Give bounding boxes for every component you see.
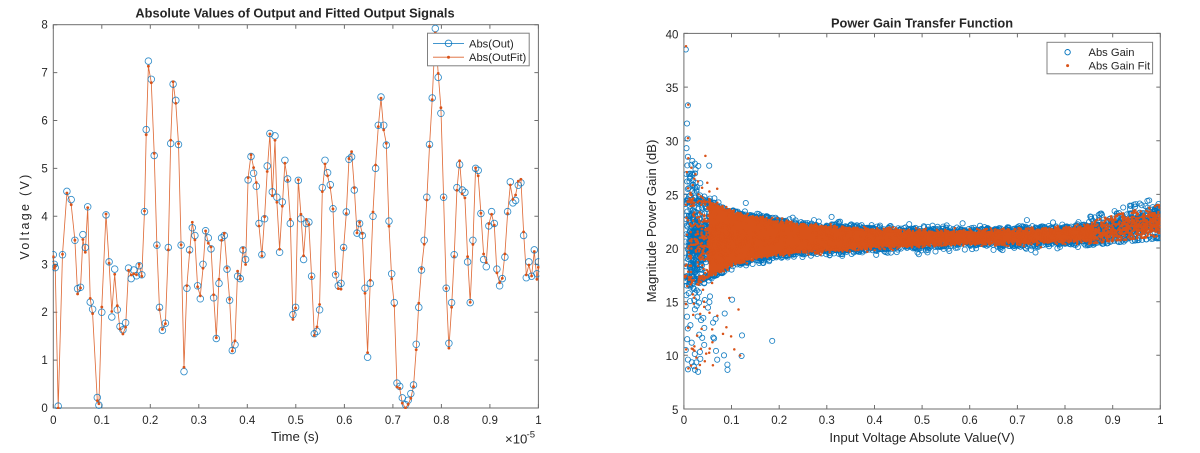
svg-text:25: 25 — [666, 190, 679, 202]
svg-text:0.1: 0.1 — [724, 415, 740, 427]
svg-text:0.4: 0.4 — [867, 415, 884, 427]
svg-text:5: 5 — [672, 405, 678, 417]
svg-text:0.3: 0.3 — [819, 415, 835, 427]
svg-text:1: 1 — [1157, 415, 1163, 427]
svg-text:0.6: 0.6 — [962, 415, 978, 427]
svg-text:0: 0 — [681, 415, 687, 427]
svg-text:Abs(OutFit): Abs(OutFit) — [469, 52, 526, 64]
svg-text:1: 1 — [535, 415, 541, 427]
svg-text:0.8: 0.8 — [433, 415, 449, 427]
svg-text:5: 5 — [41, 163, 47, 175]
svg-text:Abs(Out): Abs(Out) — [469, 38, 514, 50]
svg-text:3: 3 — [41, 259, 47, 271]
svg-text:6: 6 — [41, 116, 47, 128]
svg-text:2: 2 — [41, 307, 47, 319]
svg-text:-5: -5 — [527, 430, 536, 441]
svg-text:8: 8 — [41, 20, 47, 32]
svg-text:0.1: 0.1 — [94, 415, 110, 427]
svg-text:0.9: 0.9 — [482, 415, 498, 427]
svg-text:Power Gain Transfer Function: Power Gain Transfer Function — [831, 16, 1013, 31]
svg-text:0.7: 0.7 — [1009, 415, 1025, 427]
svg-text:Magnitude Power Gain (dB): Magnitude Power Gain (dB) — [644, 140, 659, 303]
svg-text:10: 10 — [666, 351, 679, 363]
svg-text:15: 15 — [666, 298, 679, 310]
svg-text:35: 35 — [666, 83, 679, 95]
svg-text:Input Voltage Absolute Value(V: Input Voltage Absolute Value(V) — [829, 430, 1014, 445]
svg-text:1: 1 — [41, 355, 47, 367]
svg-text:0.5: 0.5 — [288, 415, 304, 427]
svg-text:Time (s): Time (s) — [271, 429, 319, 444]
svg-text:7: 7 — [41, 68, 47, 80]
svg-text:0.2: 0.2 — [142, 415, 158, 427]
svg-text:0.5: 0.5 — [914, 415, 930, 427]
svg-text:0.8: 0.8 — [1057, 415, 1073, 427]
svg-text:0.9: 0.9 — [1105, 415, 1121, 427]
svg-text:Voltage (V): Voltage (V) — [18, 172, 32, 259]
svg-text:30: 30 — [666, 137, 679, 149]
svg-text:40: 40 — [666, 29, 679, 41]
svg-text:0.4: 0.4 — [239, 415, 256, 427]
svg-text:4: 4 — [41, 211, 48, 223]
svg-text:Absolute Values of Output and: Absolute Values of Output and Fitted Out… — [135, 6, 454, 21]
svg-text:×10: ×10 — [505, 432, 527, 447]
svg-text:0: 0 — [41, 403, 47, 415]
svg-text:20: 20 — [666, 244, 679, 256]
svg-text:0.2: 0.2 — [771, 415, 787, 427]
svg-text:0.3: 0.3 — [191, 415, 207, 427]
svg-text:0.7: 0.7 — [385, 415, 401, 427]
svg-text:0: 0 — [50, 415, 56, 427]
svg-text:0.6: 0.6 — [336, 415, 352, 427]
